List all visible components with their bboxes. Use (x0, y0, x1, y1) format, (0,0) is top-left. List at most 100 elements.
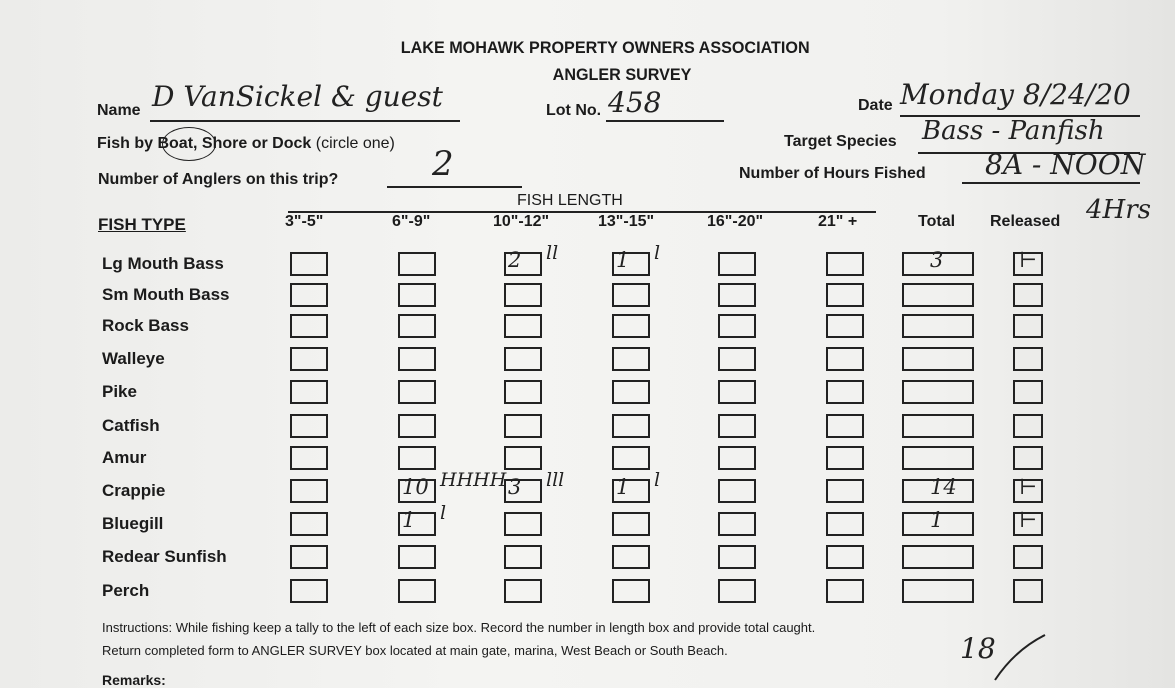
count-box[interactable] (826, 283, 864, 307)
count-box[interactable] (398, 380, 436, 404)
count-box[interactable] (1013, 314, 1043, 338)
count-box[interactable] (504, 479, 542, 503)
count-box[interactable] (1013, 446, 1043, 470)
count-box[interactable] (504, 380, 542, 404)
count-box[interactable] (290, 252, 328, 276)
count-box[interactable] (504, 545, 542, 569)
count-box[interactable] (612, 314, 650, 338)
count-box[interactable] (718, 380, 756, 404)
count-box[interactable] (902, 414, 974, 438)
count-box[interactable] (1013, 380, 1043, 404)
fish-type-label: Amur (102, 448, 147, 467)
count-box[interactable] (398, 414, 436, 438)
count-box[interactable] (290, 380, 328, 404)
count-box[interactable] (612, 252, 650, 276)
count-box[interactable] (826, 545, 864, 569)
count-box[interactable] (902, 579, 974, 603)
count-box[interactable] (718, 347, 756, 371)
count-box[interactable] (826, 414, 864, 438)
count-box[interactable] (902, 347, 974, 371)
count-box[interactable] (290, 579, 328, 603)
count-box[interactable] (1013, 512, 1043, 536)
count-box[interactable] (398, 545, 436, 569)
count-box[interactable] (612, 579, 650, 603)
count-box[interactable] (612, 512, 650, 536)
count-box[interactable] (398, 479, 436, 503)
count-box[interactable] (826, 252, 864, 276)
count-box[interactable] (902, 283, 974, 307)
count-box[interactable] (290, 545, 328, 569)
count-box[interactable] (612, 347, 650, 371)
count-box[interactable] (290, 446, 328, 470)
count-box[interactable] (718, 579, 756, 603)
count-box[interactable] (902, 380, 974, 404)
count-box[interactable] (1013, 545, 1043, 569)
count-box[interactable] (290, 414, 328, 438)
count-box[interactable] (504, 283, 542, 307)
count-box[interactable] (718, 512, 756, 536)
count-box[interactable] (504, 314, 542, 338)
count-box[interactable] (504, 446, 542, 470)
count-box[interactable] (1013, 252, 1043, 276)
count-box[interactable] (504, 414, 542, 438)
count-box[interactable] (290, 347, 328, 371)
count-box[interactable] (718, 314, 756, 338)
count-box[interactable] (612, 545, 650, 569)
count-box[interactable] (504, 347, 542, 371)
count-box[interactable] (290, 479, 328, 503)
count-box[interactable] (290, 512, 328, 536)
fish-type-label: Pike (102, 382, 137, 401)
count-box[interactable] (290, 283, 328, 307)
count-box[interactable] (826, 446, 864, 470)
count-box[interactable] (826, 347, 864, 371)
count-box[interactable] (612, 283, 650, 307)
anglers-field[interactable]: 2 (432, 144, 454, 184)
count-box[interactable] (1013, 479, 1043, 503)
count-box[interactable] (826, 314, 864, 338)
tally-marks: ll (546, 242, 559, 264)
lot-field[interactable]: 458 (608, 86, 662, 119)
count-box[interactable] (718, 414, 756, 438)
target-species-field[interactable]: Bass - Panfish (922, 116, 1105, 146)
count-box[interactable] (504, 579, 542, 603)
count-box[interactable] (612, 446, 650, 470)
count-box[interactable] (718, 252, 756, 276)
count-box[interactable] (902, 252, 974, 276)
count-box[interactable] (902, 479, 974, 503)
count-box[interactable] (398, 314, 436, 338)
count-box[interactable] (718, 479, 756, 503)
hours-field[interactable]: 8A - NOON (985, 148, 1146, 181)
count-box[interactable] (1013, 347, 1043, 371)
count-box[interactable] (612, 380, 650, 404)
count-box[interactable] (398, 283, 436, 307)
count-box[interactable] (398, 347, 436, 371)
count-box[interactable] (398, 579, 436, 603)
count-box[interactable] (718, 283, 756, 307)
count-box[interactable] (826, 512, 864, 536)
count-box[interactable] (1013, 283, 1043, 307)
count-box[interactable] (826, 579, 864, 603)
fish-type-label: Bluegill (102, 514, 164, 533)
count-box[interactable] (504, 252, 542, 276)
count-box[interactable] (1013, 579, 1043, 603)
count-box[interactable] (398, 512, 436, 536)
count-box[interactable] (398, 252, 436, 276)
count-box[interactable] (826, 479, 864, 503)
count-box[interactable] (612, 479, 650, 503)
count-box[interactable] (290, 314, 328, 338)
date-field[interactable]: Monday 8/24/20 (900, 78, 1131, 111)
count-box[interactable] (902, 314, 974, 338)
count-box[interactable] (718, 446, 756, 470)
count-box[interactable] (826, 380, 864, 404)
count-box[interactable] (718, 545, 756, 569)
count-box[interactable] (902, 512, 974, 536)
anglers-label: Number of Anglers on this trip? (98, 171, 339, 188)
count-box[interactable] (1013, 414, 1043, 438)
count-box[interactable] (902, 545, 974, 569)
date-label: Date (858, 97, 893, 114)
count-box[interactable] (398, 446, 436, 470)
count-box[interactable] (612, 414, 650, 438)
count-box[interactable] (902, 446, 974, 470)
name-field[interactable]: D VanSickel & guest (152, 80, 443, 113)
count-box[interactable] (504, 512, 542, 536)
